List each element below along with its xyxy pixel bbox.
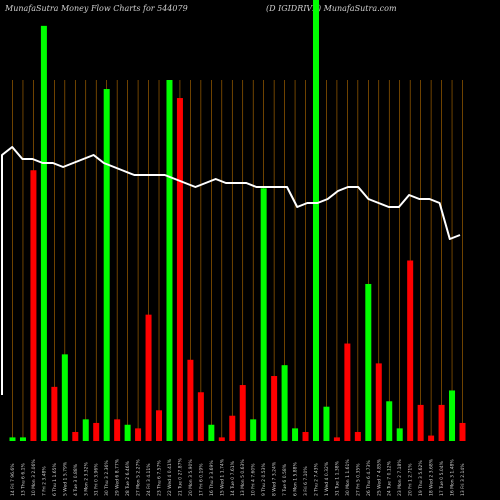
x-tick-label: 29 Wed 6 8.77%	[115, 458, 121, 496]
money-flow-bar	[229, 415, 236, 441]
x-tick-label: 10 Fri 4 7.60%	[251, 463, 257, 496]
x-tick-label: 19 Thu 3 5.62%	[418, 460, 424, 496]
price-line	[1, 146, 461, 395]
x-tick-label: 6 Thu 1 1.65%	[52, 463, 58, 496]
x-tick-label: 31 Tue 1 1.38%	[334, 460, 340, 496]
money-flow-bar	[187, 359, 194, 441]
x-tick-label: 23 Thu 6 7.57%	[157, 460, 163, 496]
x-tick-label: 18 Wed 2 3.68%	[429, 458, 435, 496]
x-tick-label: 2 Thu 2 7.43%	[313, 463, 319, 496]
money-flow-bar	[239, 385, 246, 441]
money-flow-bar	[365, 283, 372, 441]
x-tick-label: 1 Wed 4 0.32%	[324, 461, 330, 496]
money-flow-bar	[438, 404, 445, 441]
money-flow-bar	[281, 365, 288, 441]
money-flow-bar	[407, 260, 414, 441]
money-flow-bar	[428, 435, 435, 441]
x-tick-label: 17 Fri 6 0.19%	[198, 463, 204, 496]
money-flow-bar	[51, 386, 58, 441]
money-flow-bar	[176, 98, 183, 442]
price-line-group	[1, 146, 461, 395]
chart-title-left: MunafaSutra Money Flow Charts for 544079	[5, 4, 188, 13]
grid-lines	[12, 80, 463, 441]
x-tick-label: 5 Wed 1 5.79%	[62, 461, 68, 496]
x-tick-label: 27 Fri 5 0.35%	[355, 463, 361, 496]
x-tick-label: 9 Thu 2 0.53%	[261, 463, 267, 496]
x-tick-label: 22 Wed 4 0.41%	[167, 458, 173, 496]
money-flow-bar	[449, 390, 456, 441]
money-flow-bar	[344, 343, 351, 441]
x-tick-label: 30 Thu 3 2.36%	[104, 460, 110, 496]
money-flow-bar	[375, 363, 382, 441]
x-tick-label: 8 Wed 7 3.24%	[272, 461, 278, 496]
money-flow-bar	[250, 419, 257, 441]
money-flow-bar	[135, 428, 142, 441]
money-flow-bar	[93, 422, 100, 441]
x-tick-label: 30 Mon 1 1.61%	[345, 459, 351, 496]
x-tick-label: 14 Tue 0 7.61%	[230, 460, 236, 496]
money-flow-bar	[82, 419, 89, 441]
money-flow-bars	[9, 0, 466, 442]
money-flow-bar	[103, 89, 110, 441]
x-tick-label: 20 Fri 1 2.71%	[408, 463, 414, 496]
x-axis-tick-labels: 14 Fri 7 96.6% 13 Thu 6 6.1% 10 Mon 3 2.06…	[10, 458, 466, 496]
money-flow-bar	[260, 188, 267, 441]
money-flow-bar	[333, 437, 340, 441]
money-flow-bar	[156, 410, 163, 441]
x-tick-label: 25 Wed 7 4.85%	[376, 458, 382, 496]
x-tick-label: 7 Tue 6 0.58%	[282, 463, 288, 496]
x-tick-label: 24 Fri 3 4.11%	[146, 463, 152, 496]
x-tick-label: 27 Mon 5 2.27%	[136, 459, 142, 496]
x-tick-label: 3 Mon 2 3.32%	[83, 461, 89, 496]
x-tick-label: 23 Mon 2 7.18%	[397, 459, 403, 496]
money-flow-bar	[312, 0, 319, 442]
money-flow-bar	[208, 424, 215, 441]
x-tick-label: 7 Fri 2 3.48%	[41, 466, 47, 496]
x-tick-label: 20 Mon 3 5.90%	[188, 459, 194, 496]
x-tick-label: 10 Mon 3 2.06%	[31, 459, 37, 496]
money-flow-bar	[417, 404, 424, 441]
money-flow-bar	[302, 431, 309, 442]
x-tick-label: 21 Tue 0 27.87%	[177, 458, 183, 496]
x-tick-label: 14 Fri 7 96.6%	[10, 463, 16, 496]
x-tick-label: 24 Tue 7 0.12%	[387, 460, 393, 496]
money-flow-bar	[459, 422, 466, 441]
money-flow-bar	[271, 376, 278, 441]
money-flow-bar	[386, 401, 393, 441]
x-tick-label: 13 Fri 3 2.14%	[460, 463, 466, 496]
money-flow-bar	[197, 392, 204, 441]
x-tick-label: 4 Tue 3 0.88%	[73, 463, 79, 496]
money-flow-bar	[218, 437, 225, 441]
money-flow-bar	[72, 431, 79, 442]
x-tick-label: 16 Mon 3 1.48%	[450, 459, 456, 496]
money-flow-bar	[61, 354, 68, 441]
money-flow-bar	[396, 428, 403, 441]
money-flow-bar	[145, 314, 152, 441]
x-tick-label: 17 Tue 0 5.04%	[439, 460, 445, 496]
x-tick-label: 16 Thu 3 3.69%	[209, 460, 215, 496]
chart-title: MunafaSutra Money Flow Charts for 544079…	[0, 4, 500, 20]
money-flow-bar	[30, 170, 37, 441]
money-flow-bar	[40, 25, 47, 441]
money-flow-bar	[323, 406, 330, 441]
x-tick-label: 13 Mon 5 0.63%	[240, 459, 246, 496]
money-flow-bar	[9, 437, 16, 441]
money-flow-bar	[114, 419, 121, 441]
money-flow-bar	[292, 428, 299, 441]
chart-title-right: (D IGIDRIVE) MunafaSutra.com	[266, 4, 397, 13]
money-flow-bar	[354, 431, 361, 442]
money-flow-bar	[19, 437, 26, 441]
x-tick-label: 3 Fri 6 7.10%	[303, 466, 309, 496]
x-tick-label: 31 Fri 0 3.96%	[94, 463, 100, 496]
money-flow-bar	[124, 424, 131, 441]
x-tick-label: 28 Tue 2 6.46%	[125, 460, 131, 496]
x-tick-label: 15 Wed 1 1.74%	[219, 458, 225, 496]
x-tick-label: 26 Thu 6 4.73%	[366, 460, 372, 496]
x-tick-label: 6 Mon 1 5.88%	[293, 461, 299, 496]
x-tick-label: 13 Thu 6 6.1%	[20, 463, 26, 496]
money-flow-bar	[166, 80, 173, 441]
